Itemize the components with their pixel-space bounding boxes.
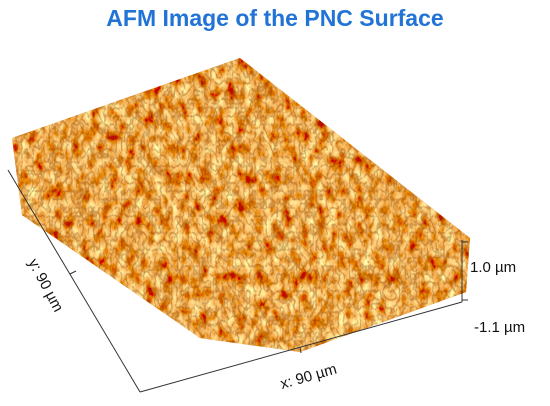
z-bottom-label: -1.1 µm (474, 319, 525, 336)
x-axis-label: x: 90 µm (278, 361, 338, 393)
y-axis (7, 169, 141, 393)
afm-surface (12, 58, 470, 352)
x-axis (139, 301, 463, 393)
title: AFM Image of the PNC Surface (106, 5, 443, 31)
axes (7, 169, 468, 393)
x-tick (299, 346, 302, 354)
y-axis-label: y: 90 µm (24, 256, 66, 315)
y-tick (69, 270, 77, 275)
z-top-label: 1.0 µm (470, 259, 516, 276)
